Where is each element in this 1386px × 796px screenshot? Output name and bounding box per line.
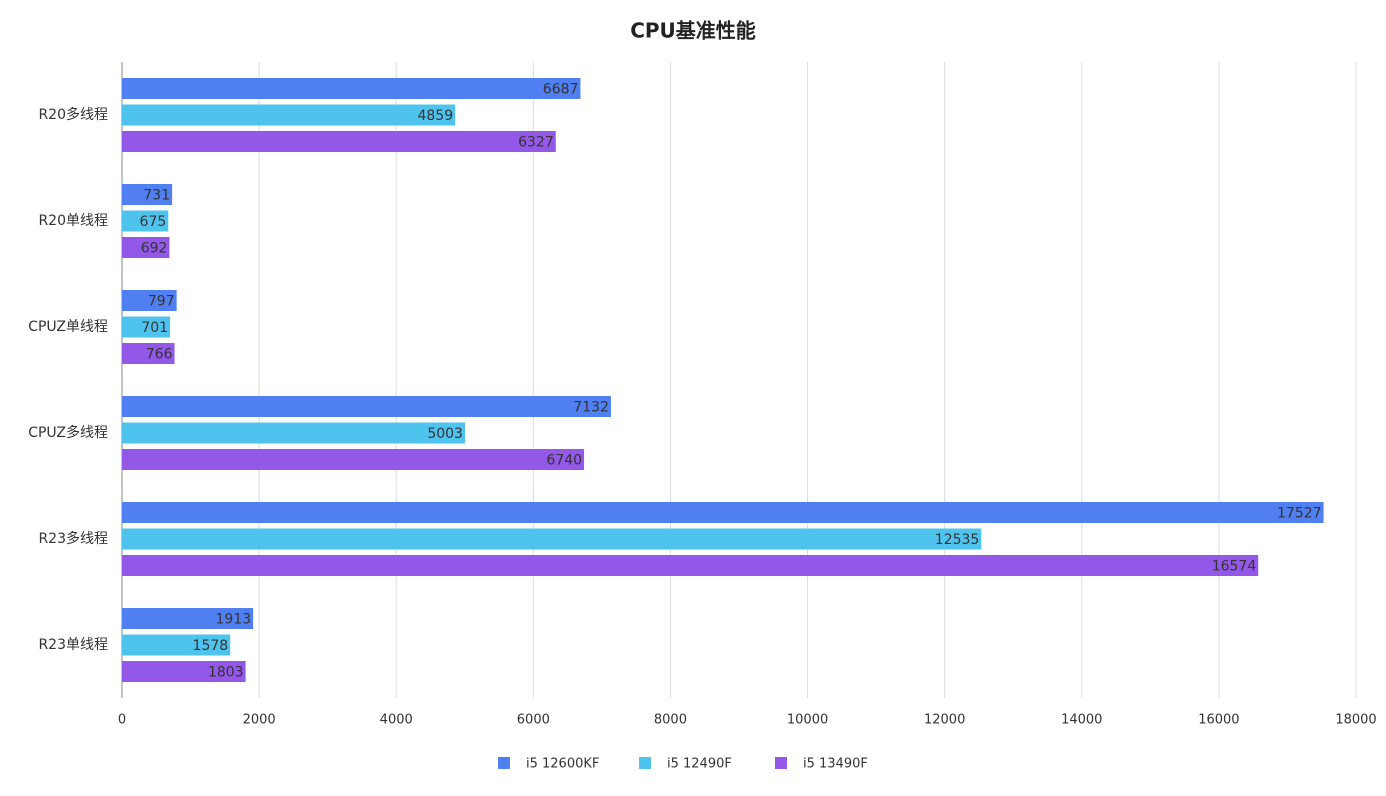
x-tick-label: 4000 xyxy=(380,713,413,728)
value-label: 692 xyxy=(141,241,168,257)
bar xyxy=(122,316,171,338)
bar xyxy=(122,131,556,152)
y-tick-label: CPUZ单线程 xyxy=(28,319,108,335)
bar xyxy=(122,422,465,444)
y-tick-label: R20单线程 xyxy=(38,213,108,229)
value-label: 7132 xyxy=(573,400,609,416)
value-label: 1913 xyxy=(216,612,252,628)
bar xyxy=(122,290,177,311)
bar xyxy=(122,528,982,550)
value-label: 731 xyxy=(143,188,170,204)
value-label: 6740 xyxy=(546,453,582,469)
value-label: 6327 xyxy=(518,135,554,151)
x-tick-label: 10000 xyxy=(787,713,828,728)
value-label: 797 xyxy=(148,294,175,310)
value-label: 16574 xyxy=(1212,559,1257,575)
bar xyxy=(122,502,1324,523)
y-tick-label: R20多线程 xyxy=(38,106,108,123)
value-label: 12535 xyxy=(935,532,980,548)
bar xyxy=(122,555,1259,576)
value-label: 1578 xyxy=(193,638,229,654)
value-label: 766 xyxy=(146,347,173,363)
x-tick-label: 8000 xyxy=(654,713,687,728)
legend-label: i5 12600KF xyxy=(526,757,599,772)
bar xyxy=(122,634,231,656)
value-label: 4859 xyxy=(417,108,453,124)
x-tick-label: 2000 xyxy=(243,713,276,728)
bar xyxy=(122,608,254,629)
legend-swatch xyxy=(775,757,787,769)
legend-label: i5 13490F xyxy=(803,757,868,772)
x-tick-label: 16000 xyxy=(1198,713,1239,728)
legend-swatch xyxy=(498,757,510,769)
bar xyxy=(122,237,170,258)
chart-title: CPU基准性能 xyxy=(630,19,756,43)
value-label: 1803 xyxy=(208,665,244,681)
x-tick-label: 14000 xyxy=(1061,713,1102,728)
x-tick-label: 18000 xyxy=(1335,713,1376,728)
value-label: 701 xyxy=(141,320,168,336)
bar xyxy=(122,104,456,126)
value-label: 675 xyxy=(140,214,167,230)
bar xyxy=(122,449,585,470)
value-label: 6687 xyxy=(543,82,579,98)
bar xyxy=(122,343,175,364)
x-tick-label: 0 xyxy=(118,713,126,728)
y-tick-label: R23单线程 xyxy=(38,637,108,653)
value-label: 17527 xyxy=(1277,506,1322,522)
bar xyxy=(122,661,246,682)
x-tick-label: 12000 xyxy=(924,713,965,728)
bar xyxy=(122,78,581,99)
bar xyxy=(122,210,169,232)
y-tick-label: R23多线程 xyxy=(38,530,108,547)
bar xyxy=(122,396,611,417)
value-label: 5003 xyxy=(427,426,463,442)
x-tick-label: 6000 xyxy=(517,713,550,728)
legend-swatch xyxy=(639,757,651,769)
bar xyxy=(122,184,173,205)
legend-label: i5 12490F xyxy=(667,757,732,772)
y-tick-label: CPUZ多线程 xyxy=(28,424,108,441)
